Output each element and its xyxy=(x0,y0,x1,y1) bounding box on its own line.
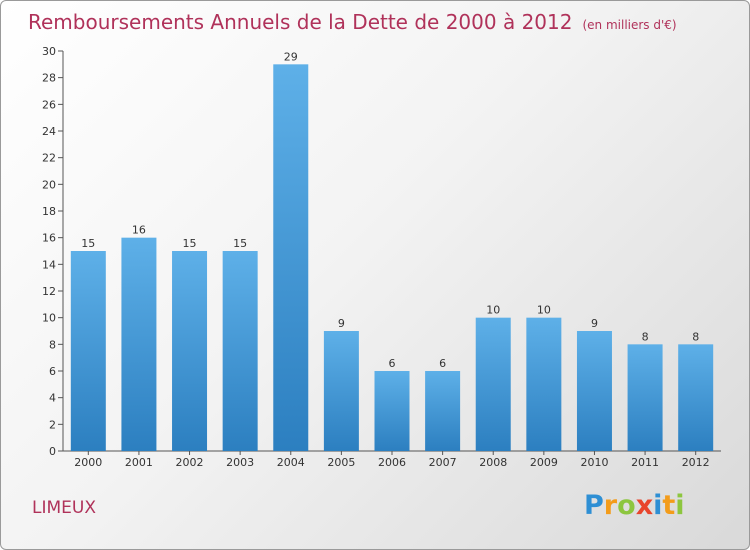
y-tick-label: 22 xyxy=(42,152,56,165)
logo-letter: r xyxy=(603,490,618,521)
y-tick-label: 6 xyxy=(49,365,56,378)
y-tick-label: 18 xyxy=(42,205,56,218)
x-tick-label: 2000 xyxy=(74,456,102,469)
x-tick-label: 2003 xyxy=(226,456,254,469)
data-label: 6 xyxy=(439,357,446,370)
y-tick-label: 8 xyxy=(49,338,56,351)
x-tick-label: 2006 xyxy=(378,456,406,469)
data-label: 16 xyxy=(132,224,146,237)
x-tick-label: 2005 xyxy=(327,456,355,469)
x-tick-label: 2002 xyxy=(176,456,204,469)
data-label: 15 xyxy=(183,237,197,250)
x-tick-label: 2001 xyxy=(125,456,153,469)
x-tick-label: 2012 xyxy=(682,456,710,469)
data-label: 8 xyxy=(692,330,699,343)
logo-letter: P xyxy=(584,490,604,521)
y-tick-label: 12 xyxy=(42,285,56,298)
bar xyxy=(678,344,714,451)
y-tick-label: 4 xyxy=(49,392,56,405)
title-unit: (en milliers d'€) xyxy=(582,18,677,32)
logo-letter: i xyxy=(675,490,685,521)
y-tick-label: 20 xyxy=(42,178,56,191)
y-tick-label: 14 xyxy=(42,258,56,271)
logo-letter: i xyxy=(653,490,663,521)
data-label: 29 xyxy=(284,50,298,63)
data-label: 9 xyxy=(338,317,345,330)
x-tick-label: 2007 xyxy=(429,456,457,469)
data-label: 8 xyxy=(642,330,649,343)
y-tick-label: 30 xyxy=(42,45,56,58)
y-tick-label: 10 xyxy=(42,312,56,325)
x-tick-label: 2010 xyxy=(580,456,608,469)
bar xyxy=(475,317,511,451)
bar xyxy=(425,371,461,451)
bar xyxy=(526,317,562,451)
data-label: 15 xyxy=(81,237,95,250)
proxiti-logo: Proxiti xyxy=(584,490,685,521)
data-label: 9 xyxy=(591,317,598,330)
bar xyxy=(323,331,359,451)
logo-letter: t xyxy=(662,490,676,521)
logo-letter: o xyxy=(617,490,636,521)
logo-letter: x xyxy=(635,490,654,521)
bar xyxy=(172,251,208,451)
y-tick-label: 26 xyxy=(42,98,56,111)
y-tick-label: 28 xyxy=(42,72,56,85)
commune-name: LIMEUX xyxy=(32,498,96,518)
bar xyxy=(273,64,309,452)
y-tick-label: 0 xyxy=(49,445,56,458)
bar xyxy=(374,371,410,451)
title-text: Remboursements Annuels de la Dette de 20… xyxy=(28,10,573,34)
data-label: 15 xyxy=(233,237,247,250)
bar xyxy=(121,237,157,451)
chart-title: Remboursements Annuels de la Dette de 20… xyxy=(28,10,677,34)
x-tick-label: 2009 xyxy=(530,456,558,469)
bar xyxy=(70,251,106,451)
data-label: 10 xyxy=(537,304,551,317)
x-tick-label: 2011 xyxy=(631,456,659,469)
y-tick-label: 2 xyxy=(49,418,56,431)
y-tick-label: 16 xyxy=(42,232,56,245)
data-label: 10 xyxy=(486,304,500,317)
data-label: 6 xyxy=(389,357,396,370)
x-tick-label: 2004 xyxy=(277,456,305,469)
x-tick-label: 2008 xyxy=(479,456,507,469)
bar xyxy=(222,251,258,451)
y-tick-label: 24 xyxy=(42,125,56,138)
bar xyxy=(627,344,663,451)
bar xyxy=(576,331,612,451)
